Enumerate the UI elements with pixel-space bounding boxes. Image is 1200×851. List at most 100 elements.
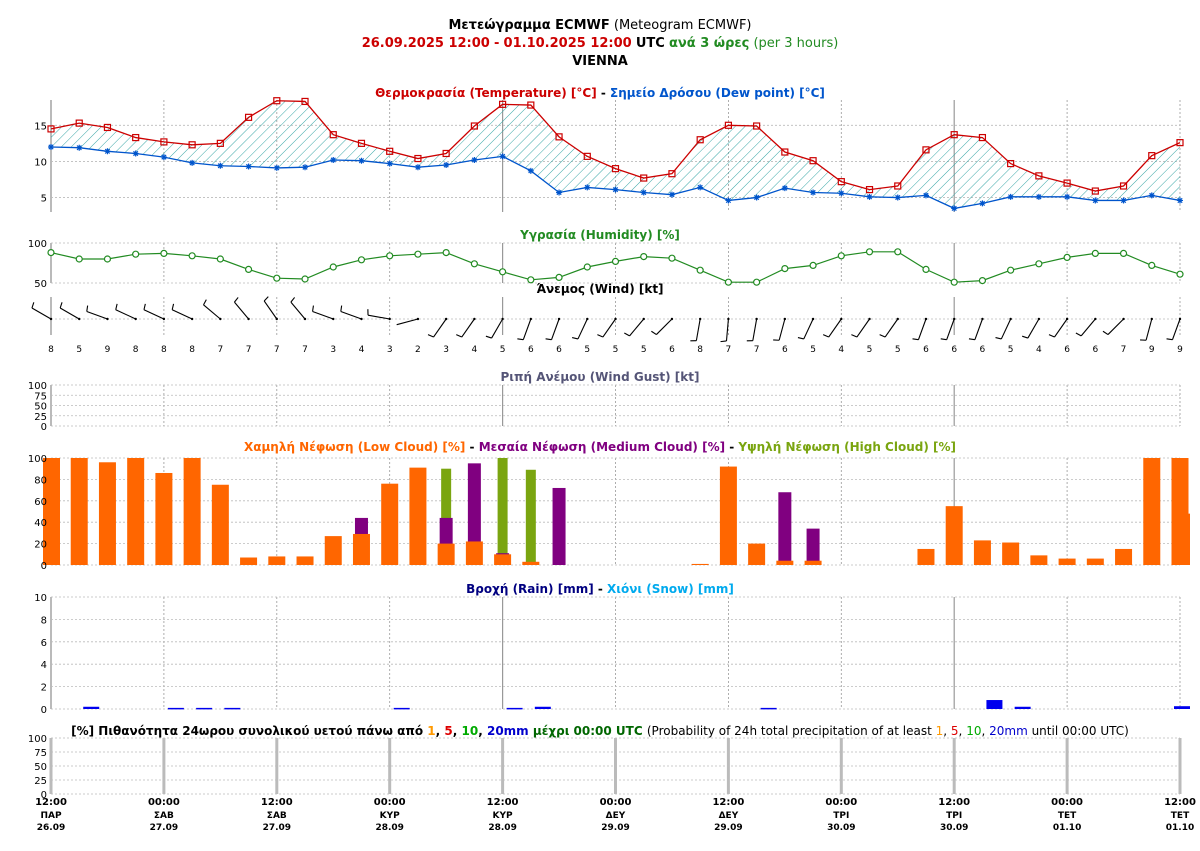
low-cloud-bar <box>70 458 88 565</box>
dewpoint-point <box>951 205 958 212</box>
wind-barb <box>946 318 955 340</box>
dewpoint-point <box>1007 193 1014 200</box>
temperature-point <box>216 139 224 147</box>
wind-barb-dot <box>670 317 674 321</box>
dewpoint-point <box>386 160 393 167</box>
wind-speed-label: 3 <box>443 345 449 355</box>
time-label: 12:00 <box>1164 797 1196 808</box>
cloud-tick-label: 20 <box>34 540 47 551</box>
wind-barb-dot <box>981 317 984 321</box>
temperature-point <box>188 141 196 149</box>
wind-speed-label: 6 <box>782 345 788 355</box>
dewpoint-point <box>302 164 309 171</box>
humidity-point <box>753 278 761 286</box>
humidity-point <box>188 252 196 260</box>
low-cloud-bar <box>1143 458 1161 565</box>
date-label: 28.09 <box>375 823 403 833</box>
low-cloud-bar <box>240 557 258 565</box>
dewpoint-point <box>189 159 196 166</box>
temperature-point <box>1063 179 1071 187</box>
wind-speed-label: 4 <box>359 345 365 355</box>
prob-until-en: until 00:00 UTC) <box>1028 724 1129 738</box>
dewpoint-point <box>979 200 986 207</box>
dewpoint-point <box>358 157 365 164</box>
wind-barb <box>115 309 136 320</box>
high-cloud-bar <box>497 458 508 565</box>
day-label: ΚΥΡ <box>493 811 513 821</box>
low-cloud-bar <box>945 506 963 565</box>
prob-tick-label: 75 <box>34 748 47 759</box>
wind-speed-label: 5 <box>1008 345 1014 355</box>
temperature-point <box>640 174 648 182</box>
prob-comma: , <box>981 724 989 738</box>
low-cloud-bar <box>43 458 60 565</box>
temperature-point <box>1119 182 1128 190</box>
dewpoint-point <box>1064 193 1071 200</box>
rain-bar <box>196 707 213 710</box>
temperature-point <box>978 133 987 142</box>
wind-barb-tick <box>203 299 207 306</box>
wind-barb-dot <box>1094 317 1097 321</box>
dewpoint-point <box>584 184 591 191</box>
wind-barb <box>917 318 927 340</box>
low-cloud-bar <box>1002 542 1020 565</box>
rain-bar <box>986 700 1003 709</box>
temperature-point <box>414 154 422 163</box>
humidity-point <box>527 276 535 284</box>
wind-barb <box>1027 318 1040 339</box>
dewpoint-point <box>640 189 647 196</box>
prob-comma: , <box>436 724 445 738</box>
wind-barb-tick <box>427 334 434 338</box>
wind-speed-label: 5 <box>613 345 619 355</box>
wind-barb <box>143 309 165 320</box>
low-cloud-bar <box>211 484 229 565</box>
wind-barb <box>396 318 419 326</box>
wind-barb-tick <box>1166 338 1173 341</box>
temperature-point <box>950 131 958 139</box>
wind-barb <box>778 318 786 341</box>
gust-tick-label: 50 <box>34 402 47 413</box>
gust-tick-label: 25 <box>34 412 47 423</box>
wind-speed-label: 4 <box>1036 345 1042 355</box>
wind-barb-tick <box>1022 335 1029 339</box>
wind-barb-dot <box>332 317 335 321</box>
humidity-point <box>583 263 591 271</box>
humidity-point <box>47 249 55 257</box>
wind-barb-dot <box>642 317 645 321</box>
rain-title: Βροχή (Rain) [mm] - Χιόνι (Snow) [mm] <box>466 582 734 596</box>
humidity-tick-label: 50 <box>34 279 47 290</box>
wind-barb-dot <box>727 317 730 321</box>
low-cloud-bar <box>409 467 427 565</box>
step-gr: ανά 3 ώρες <box>668 36 750 51</box>
prob-t20-en: 20mm <box>989 724 1028 738</box>
rain-tick-label: 10 <box>34 593 47 604</box>
wind-barb-tick <box>171 303 175 310</box>
wind-barb-dot <box>219 317 222 321</box>
wind-speed-label: 5 <box>895 345 901 355</box>
wind-barb <box>433 318 447 338</box>
date-label: 29.09 <box>601 823 629 833</box>
low-cloud-bar <box>776 560 794 565</box>
humidity-point <box>470 260 478 268</box>
humidity-point <box>442 249 450 257</box>
wind-speed-label: 7 <box>302 345 308 355</box>
low-cloud-bar <box>719 466 737 565</box>
cloud-title-sep: - <box>465 440 478 454</box>
wind-barb-tick <box>797 337 804 340</box>
temp-tick-label: 10 <box>34 157 47 168</box>
prob-tick-label: 50 <box>34 762 47 773</box>
wind-speed-label: 7 <box>217 345 223 355</box>
date-label: 29.09 <box>714 823 742 833</box>
title-sub: (Meteogram ECMWF) <box>613 18 752 33</box>
gust-tick-label: 100 <box>28 381 47 392</box>
rain-tick-label: 4 <box>41 660 47 671</box>
wind-barb-tick <box>517 338 524 341</box>
wind-barb <box>290 301 306 320</box>
wind-barb-dot <box>529 317 533 321</box>
prob-comma: , <box>453 724 462 738</box>
dewpoint-point <box>922 192 929 199</box>
humidity-title: Υγρασία (Humidity) [%] <box>519 228 680 242</box>
wind-barb-dot <box>924 317 928 321</box>
date-label: 30.09 <box>940 823 968 833</box>
